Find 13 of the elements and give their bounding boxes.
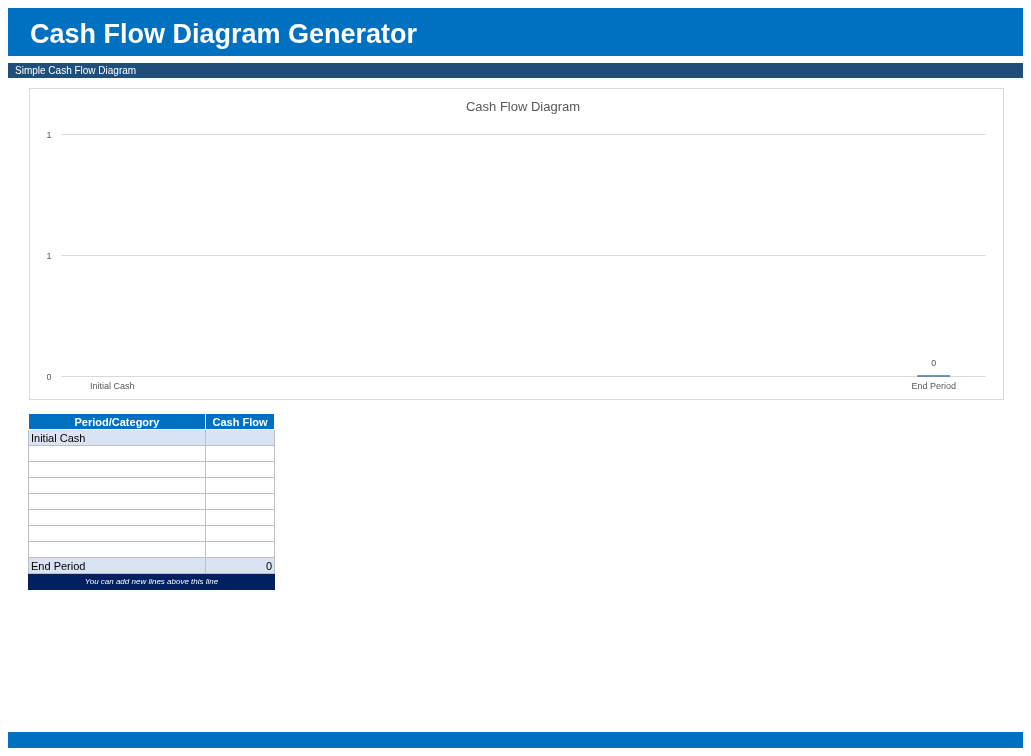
text: Cash Flow	[205, 413, 275, 430]
category-label: Initial Cash	[31, 431, 86, 444]
category-label: End Period	[31, 559, 86, 572]
y-tick-label: 0	[46, 371, 52, 382]
y-tick-label: 1	[46, 129, 52, 140]
text: You can add new lines above this line	[28, 573, 275, 590]
chart-title: Cash Flow Diagram	[465, 99, 581, 114]
text: 0	[265, 559, 272, 572]
header-banner: Cash Flow Diagram Generator	[8, 8, 1023, 56]
data-label: 0	[931, 358, 937, 368]
text: Period/Category	[28, 413, 206, 430]
subheader-banner: Simple Cash Flow Diagram	[8, 63, 1023, 78]
y-tick-label: 1	[46, 250, 52, 261]
